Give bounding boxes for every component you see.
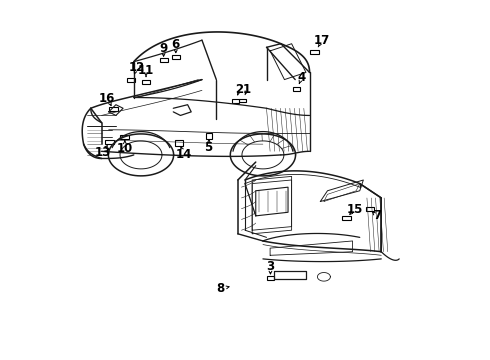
- Text: 16: 16: [99, 92, 116, 105]
- Bar: [293, 87, 300, 91]
- Bar: [174, 140, 183, 146]
- Text: 7: 7: [373, 210, 382, 222]
- Text: 6: 6: [172, 38, 180, 51]
- Text: 8: 8: [217, 282, 225, 295]
- Bar: [105, 140, 114, 144]
- Text: 13: 13: [95, 145, 111, 158]
- Bar: [267, 275, 274, 279]
- Text: 11: 11: [138, 64, 154, 77]
- Bar: [311, 50, 319, 54]
- Bar: [239, 99, 245, 102]
- Text: 9: 9: [159, 42, 168, 55]
- Text: 1: 1: [243, 83, 251, 96]
- Text: 10: 10: [117, 142, 133, 155]
- Bar: [366, 207, 374, 211]
- Bar: [206, 133, 212, 139]
- Bar: [127, 78, 135, 82]
- Bar: [109, 107, 118, 111]
- Bar: [121, 135, 129, 139]
- Text: 17: 17: [314, 34, 330, 48]
- Text: 2: 2: [236, 83, 244, 96]
- Bar: [232, 99, 239, 103]
- Text: 4: 4: [297, 71, 305, 84]
- Bar: [172, 55, 180, 59]
- Bar: [160, 58, 168, 62]
- Bar: [142, 80, 150, 84]
- Text: 15: 15: [346, 203, 363, 216]
- Bar: [342, 216, 351, 220]
- Text: 12: 12: [128, 60, 145, 73]
- Text: 5: 5: [203, 141, 212, 154]
- Text: 3: 3: [267, 260, 274, 273]
- Text: 14: 14: [176, 148, 192, 161]
